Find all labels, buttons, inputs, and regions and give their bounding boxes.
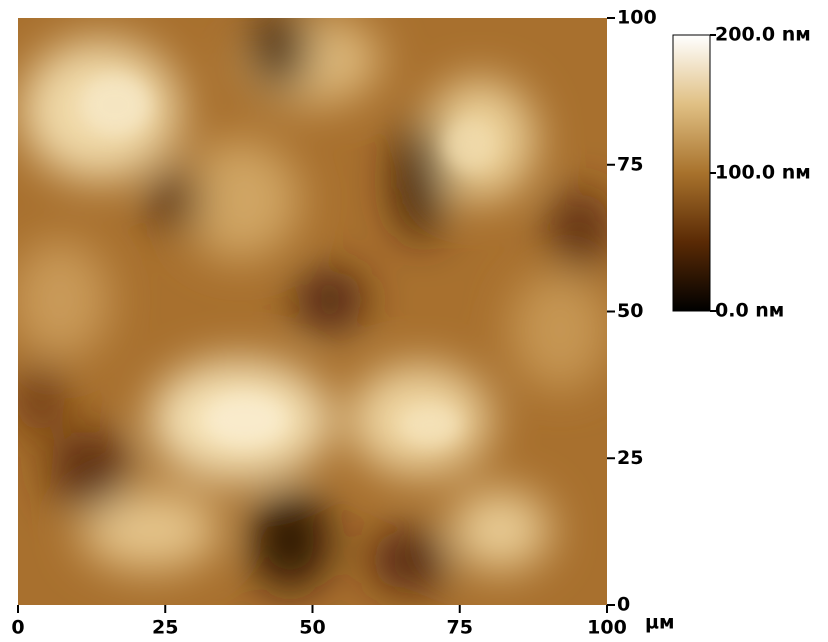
colorbar-tick-label: 100.0 nм xyxy=(715,162,811,184)
x-tick-label: 100 xyxy=(587,617,627,639)
x-unit: µм xyxy=(645,612,675,634)
y-tick-label: 50 xyxy=(617,300,643,322)
y-tick-label: 100 xyxy=(617,7,657,29)
colorbar xyxy=(672,34,711,312)
x-tick-label: 0 xyxy=(11,617,24,639)
colorbar-tick-label: 0.0 nм xyxy=(715,300,784,322)
x-tick-label: 75 xyxy=(447,617,473,639)
x-tick-label: 50 xyxy=(299,617,325,639)
y-tick-label: 75 xyxy=(617,153,643,175)
colorbar-tick-label: 200.0 nм xyxy=(715,24,811,46)
y-tick-label: 25 xyxy=(617,447,643,469)
x-tick-label: 25 xyxy=(152,617,178,639)
y-tick-label: 0 xyxy=(617,594,630,616)
afm-image xyxy=(18,18,607,605)
